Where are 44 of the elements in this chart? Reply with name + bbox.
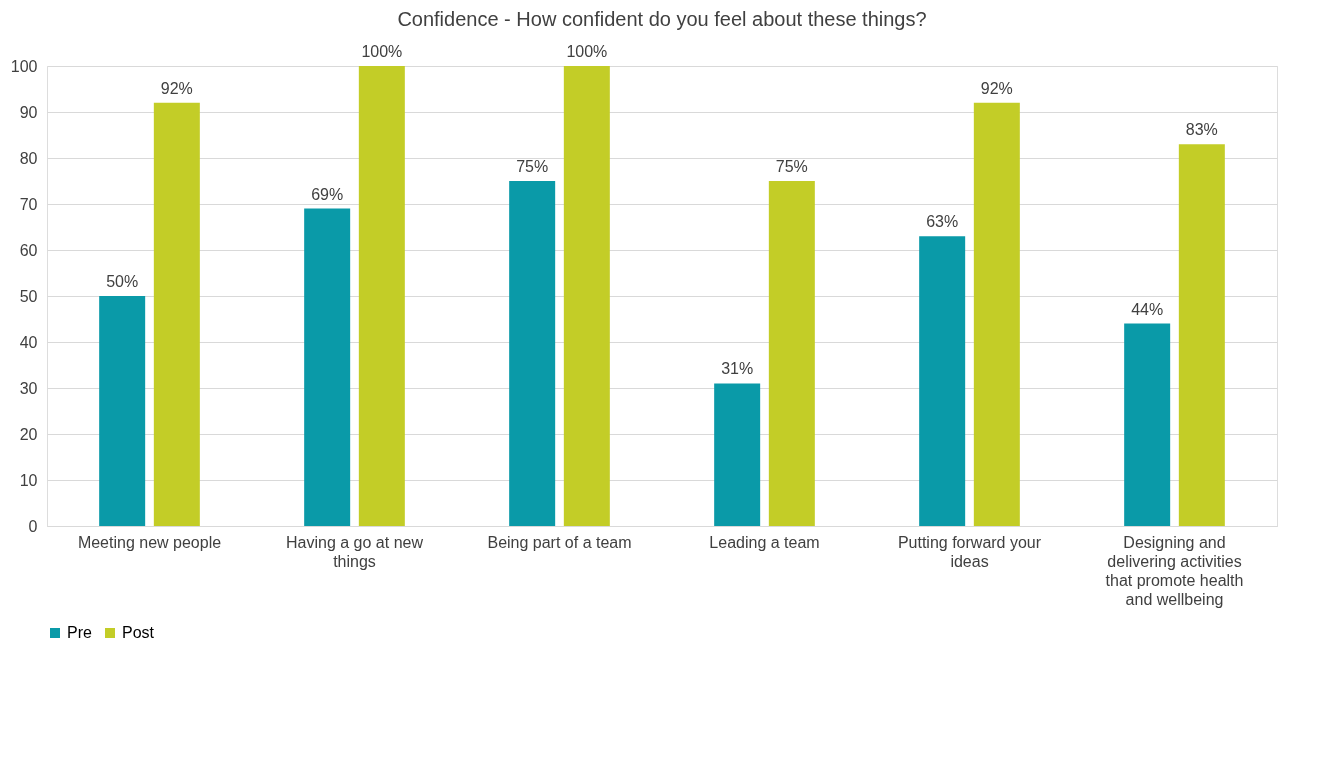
bar	[714, 383, 761, 526]
legend-label: Post	[122, 624, 155, 641]
y-tick-label: 0	[28, 517, 38, 535]
bar	[768, 181, 815, 526]
data-label: 31%	[721, 360, 754, 378]
bar	[153, 102, 200, 526]
y-tick-label: 20	[19, 425, 38, 443]
y-tick-label: 100	[10, 57, 38, 75]
bar	[563, 66, 610, 526]
legend-label: Pre	[67, 624, 92, 641]
y-tick-label: 60	[19, 241, 38, 259]
data-label: 92%	[980, 79, 1013, 97]
data-label: 83%	[1185, 121, 1218, 139]
x-tick-label: Meeting new people	[77, 533, 222, 551]
data-label: 100%	[361, 43, 403, 60]
chart-title: Confidence - How confident do you feel about these things?	[397, 8, 927, 30]
bar	[99, 296, 146, 526]
data-label: 44%	[1131, 300, 1164, 318]
y-tick-label: 50	[19, 287, 38, 305]
bar	[919, 236, 966, 526]
data-label: 63%	[926, 213, 959, 231]
data-label: 100%	[566, 43, 608, 60]
bar	[509, 181, 556, 526]
data-label: 75%	[775, 158, 808, 175]
x-tick-label: Putting forward your ideas	[897, 533, 1042, 570]
data-label: 92%	[160, 79, 193, 97]
data-label: 75%	[516, 158, 549, 175]
bar	[973, 102, 1020, 526]
data-label: 50%	[106, 273, 139, 290]
x-tick-label: Being part of a team	[487, 533, 632, 551]
x-tick-label: Having a go at new things	[286, 533, 424, 570]
data-label: 69%	[311, 185, 344, 203]
y-tick-label: 80	[19, 149, 38, 167]
bar	[1124, 323, 1171, 526]
y-tick-label: 40	[19, 333, 38, 351]
y-tick-label: 30	[19, 379, 38, 397]
x-tick-label: Designing and delivering activities that promote health and wellbeing	[1105, 533, 1244, 608]
bar	[1178, 144, 1225, 526]
y-tick-label: 10	[19, 471, 38, 489]
x-tick-label: Leading a team	[709, 533, 820, 551]
y-tick-label: 90	[19, 103, 38, 121]
bar	[304, 208, 351, 526]
bar	[358, 66, 405, 526]
y-tick-label: 70	[19, 195, 38, 213]
